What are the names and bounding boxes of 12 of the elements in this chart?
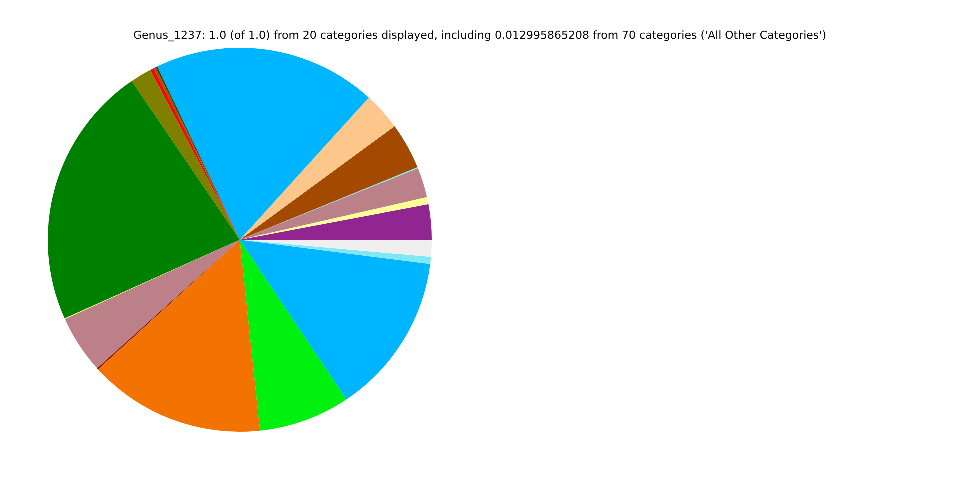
pie-slice: [240, 126, 418, 240]
pie-slice: [240, 240, 432, 264]
pie-slice: [240, 98, 395, 240]
pie-slice: [240, 240, 432, 258]
pie-slice: [65, 240, 240, 369]
pie-slice: [48, 81, 240, 319]
text: Genus_1237: 1.0 (of 1.0) from 20 categories displayed, including 0.012995865208 from 70 categories ('All Other Categories'): [134, 29, 826, 42]
pie-slice: [240, 204, 432, 240]
pie-slice: [240, 197, 429, 240]
pie-slice: [240, 240, 347, 431]
pie-slice: [98, 240, 260, 432]
pie-slice: [132, 70, 240, 240]
